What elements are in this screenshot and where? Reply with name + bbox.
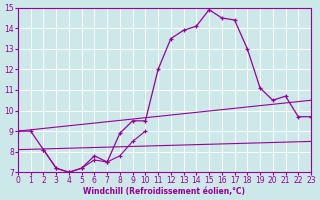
X-axis label: Windchill (Refroidissement éolien,°C): Windchill (Refroidissement éolien,°C) [84,187,245,196]
